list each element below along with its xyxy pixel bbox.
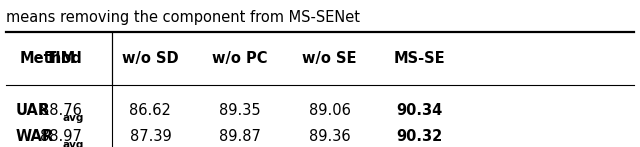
- Text: w/o SE: w/o SE: [302, 51, 357, 66]
- Text: means removing the component from MS-SENet: means removing the component from MS-SEN…: [6, 10, 360, 25]
- Text: TIM: TIM: [45, 51, 76, 66]
- Text: MS-SE: MS-SE: [394, 51, 445, 66]
- Text: 89.06: 89.06: [308, 103, 351, 118]
- Text: 90.34: 90.34: [396, 103, 442, 118]
- Text: 88.97: 88.97: [40, 129, 82, 144]
- Text: UAR: UAR: [16, 103, 50, 118]
- Text: Method: Method: [19, 51, 82, 66]
- Text: 89.35: 89.35: [219, 103, 261, 118]
- Text: avg: avg: [62, 140, 83, 147]
- Text: w/o SD: w/o SD: [122, 51, 179, 66]
- Text: 90.32: 90.32: [396, 129, 442, 144]
- Text: 87.39: 87.39: [129, 129, 172, 144]
- Text: 86.62: 86.62: [129, 103, 172, 118]
- Text: avg: avg: [62, 113, 83, 123]
- Text: w/o PC: w/o PC: [212, 51, 268, 66]
- Text: 89.36: 89.36: [308, 129, 351, 144]
- Text: 89.87: 89.87: [219, 129, 261, 144]
- Text: WAR: WAR: [16, 129, 54, 144]
- Text: 88.76: 88.76: [40, 103, 82, 118]
